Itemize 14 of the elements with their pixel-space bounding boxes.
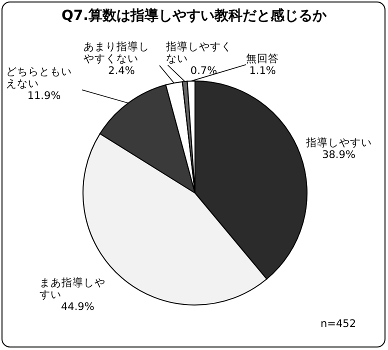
data-label: 38.9%: [321, 149, 356, 162]
text: n=452: [320, 318, 356, 330]
slice-label: 無回答: [246, 52, 280, 65]
slice-label: どちらともいえない: [6, 66, 73, 90]
slice-label: まあ指導しやすい: [40, 277, 107, 302]
slice-label: 指導しやすくない: [166, 41, 233, 66]
slice-label: 指導しやすい: [306, 137, 372, 150]
data-label: 2.4%: [107, 65, 136, 78]
data-label: 0.7%: [189, 65, 218, 78]
data-label: 11.9%: [26, 90, 62, 102]
data-label: 44.9%: [60, 301, 96, 314]
slice-label: あまり指導しやすくない: [84, 41, 150, 66]
chart-title: Q7.算数は指導しやすい教科だと感じるか: [60, 7, 328, 25]
data-label: 1.1%: [248, 64, 277, 77]
